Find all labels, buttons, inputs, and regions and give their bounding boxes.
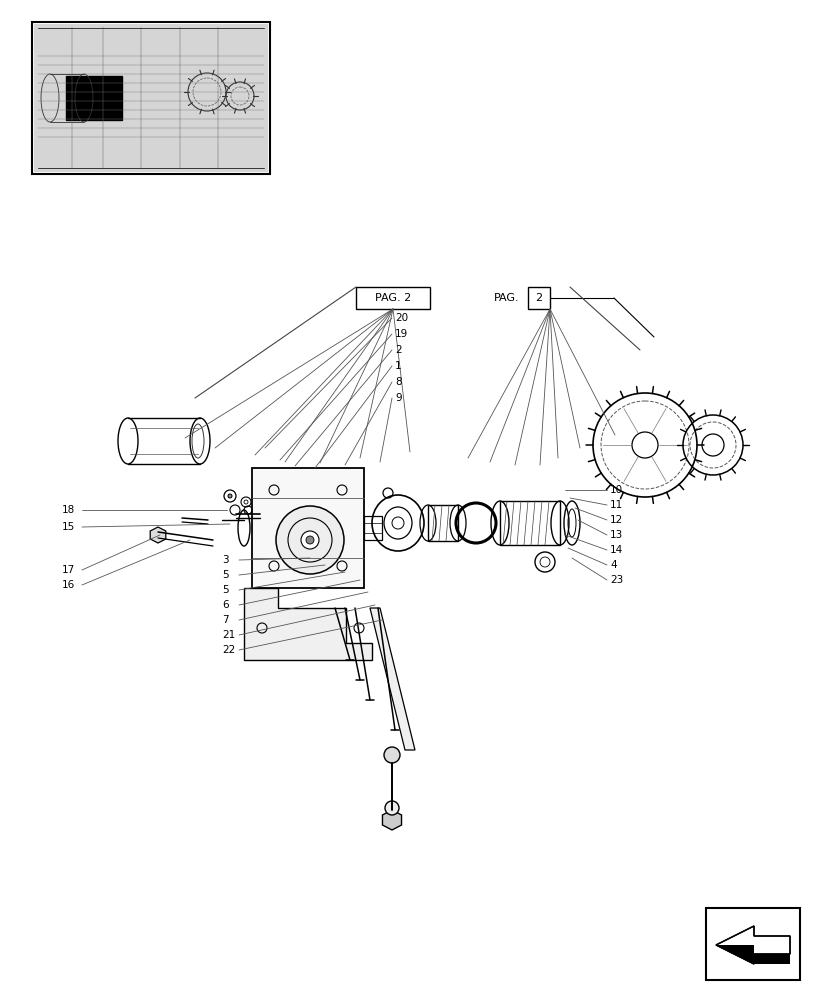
Bar: [34, 24, 268, 172]
Polygon shape: [715, 945, 789, 964]
Circle shape: [384, 747, 399, 763]
Text: 22: 22: [222, 645, 235, 655]
Text: 19: 19: [394, 329, 408, 339]
Text: 14: 14: [609, 545, 623, 555]
Bar: [66, 76, 122, 120]
Polygon shape: [382, 810, 401, 830]
Bar: [500, 501, 559, 545]
Text: 23: 23: [609, 575, 623, 585]
Text: 5: 5: [222, 585, 228, 595]
Text: 17: 17: [62, 565, 75, 575]
Bar: [364, 516, 381, 540]
Polygon shape: [370, 608, 414, 750]
Bar: [356, 287, 429, 309]
Text: 12: 12: [609, 515, 623, 525]
Circle shape: [275, 506, 343, 574]
Text: 2: 2: [535, 293, 542, 303]
Bar: [32, 22, 270, 174]
Text: 2: 2: [394, 345, 401, 355]
Circle shape: [385, 801, 399, 815]
Circle shape: [301, 531, 318, 549]
Polygon shape: [150, 527, 165, 543]
Text: 1: 1: [394, 361, 401, 371]
Bar: [428, 505, 457, 541]
Bar: [251, 468, 364, 588]
Text: 15: 15: [62, 522, 75, 532]
Text: 7: 7: [222, 615, 228, 625]
Circle shape: [306, 536, 313, 544]
Text: 10: 10: [609, 485, 623, 495]
Text: 20: 20: [394, 313, 408, 323]
Polygon shape: [715, 926, 789, 964]
Text: 11: 11: [609, 500, 623, 510]
Text: PAG. 2: PAG. 2: [375, 293, 411, 303]
Text: 21: 21: [222, 630, 235, 640]
Text: PAG.: PAG.: [494, 293, 519, 303]
Text: 6: 6: [222, 600, 228, 610]
Text: 16: 16: [62, 580, 75, 590]
Text: 3: 3: [222, 555, 228, 565]
Bar: [705, 908, 799, 980]
Polygon shape: [244, 588, 371, 660]
Text: 18: 18: [62, 505, 75, 515]
Text: 4: 4: [609, 560, 616, 570]
Bar: [528, 287, 549, 309]
Text: 8: 8: [394, 377, 401, 387]
Text: 13: 13: [609, 530, 623, 540]
Text: 5: 5: [222, 570, 228, 580]
Circle shape: [227, 494, 232, 498]
Text: 9: 9: [394, 393, 401, 403]
